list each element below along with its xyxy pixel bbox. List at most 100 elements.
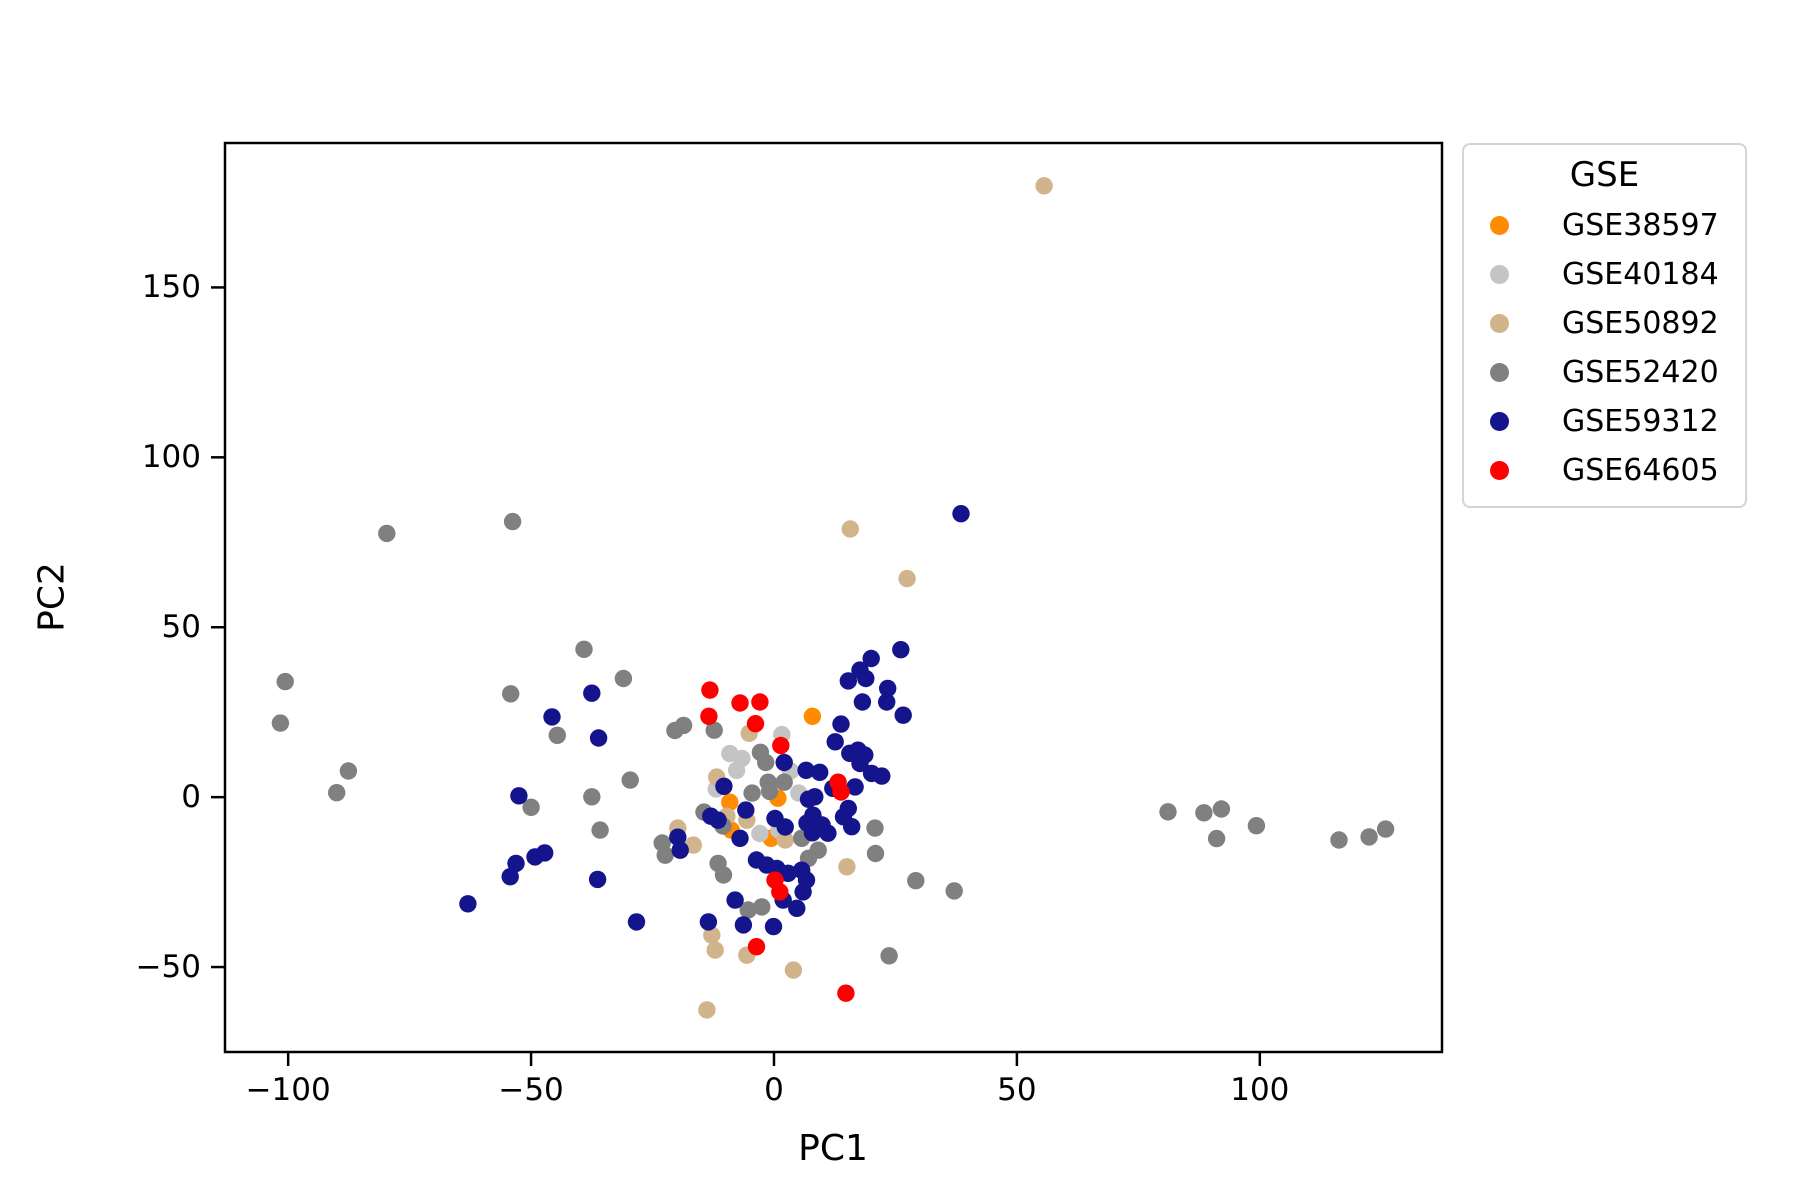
legend-marker-icon [1490, 216, 1509, 235]
scatter-point-GSE50892 [776, 831, 794, 849]
scatter-point-GSE50892 [706, 941, 724, 959]
scatter-point-GSE59312 [811, 763, 829, 781]
scatter-point-GSE59312 [459, 895, 477, 913]
scatter-point-GSE64605 [832, 783, 850, 801]
scatter-point-GSE59312 [832, 715, 850, 733]
scatter-point-GSE59312 [839, 672, 857, 690]
scatter-point-GSE52420 [1330, 831, 1348, 849]
legend-label: GSE40184 [1562, 257, 1719, 292]
scatter-point-GSE64605 [700, 707, 718, 725]
legend-entry-GSE38597: GSE38597 [1464, 201, 1745, 250]
scatter-point-GSE59312 [952, 505, 970, 523]
scatter-point-GSE52420 [1207, 829, 1226, 848]
x-tick-label: 50 [997, 1072, 1037, 1108]
scatter-point-GSE52420 [328, 784, 346, 802]
scatter-point-GSE52420 [739, 901, 757, 919]
scatter-point-GSE59312 [507, 854, 525, 873]
legend-label: GSE50892 [1562, 306, 1719, 341]
y-tick-label: 50 [161, 609, 201, 646]
scatter-point-GSE50892 [784, 961, 803, 979]
scatter-point-GSE59312 [764, 917, 783, 936]
legend: GSE GSE38597 GSE40184 GSE50892 GSE52420 GSE5… [1462, 143, 1747, 508]
y-tick-label: −50 [135, 949, 201, 986]
scatter-point-GSE52420 [339, 762, 358, 780]
scatter-point-GSE52420 [583, 788, 601, 806]
y-axis-label: PC2 [31, 562, 73, 632]
scatter-point-GSE59312 [779, 864, 797, 882]
scatter-point-GSE52420 [1247, 817, 1266, 835]
scatter-point-GSE59312 [853, 693, 872, 711]
scatter-point-GSE64605 [701, 681, 719, 699]
scatter-point-GSE52420 [760, 782, 779, 801]
scatter-point-GSE59312 [726, 891, 744, 909]
legend-label: GSE64605 [1562, 453, 1719, 488]
scatter-point-GSE64605 [731, 694, 749, 712]
legend-entry-GSE64605: GSE64605 [1464, 446, 1745, 495]
scatter-point-GSE59312 [731, 829, 749, 847]
legend-entries: GSE38597 GSE40184 GSE50892 GSE52420 GSE59312… [1464, 201, 1745, 495]
y-tick-label: 150 [141, 269, 201, 306]
legend-entry-GSE59312: GSE59312 [1464, 397, 1745, 446]
scatter-point-GSE59312 [588, 870, 607, 889]
x-axis-label: PC1 [798, 1128, 868, 1169]
scatter-point-GSE52420 [880, 947, 898, 965]
scatter-point-GSE40184 [727, 761, 746, 779]
scatter-point-GSE59312 [892, 641, 910, 659]
y-tick-label: 100 [141, 439, 201, 476]
scatter-point-GSE52420 [866, 844, 885, 863]
scatter-point-GSE59312 [843, 818, 861, 836]
scatter-point-GSE64605 [751, 693, 769, 711]
scatter-point-GSE52420 [1376, 820, 1395, 838]
scatter-point-GSE59312 [526, 848, 544, 866]
scatter-point-GSE59312 [734, 916, 753, 934]
legend-entry-GSE52420: GSE52420 [1464, 348, 1745, 397]
scatter-point-GSE50892 [838, 858, 856, 876]
scatter-point-GSE52420 [276, 672, 294, 691]
scatter-point-GSE64605 [772, 736, 790, 755]
scatter-point-GSE52420 [522, 798, 540, 816]
axes-frame [223, 141, 1444, 1054]
scatter-point-GSE50892 [698, 1001, 716, 1019]
scatter-point-GSE52420 [271, 714, 290, 732]
scatter-point-GSE59312 [715, 777, 733, 795]
legend-marker-icon [1490, 363, 1509, 382]
scatter-point-GSE52420 [775, 773, 793, 791]
scatter-point-GSE52420 [378, 524, 396, 543]
scatter-point-GSE59312 [501, 868, 519, 886]
scatter-point-GSE59312 [797, 761, 815, 779]
scatter-point-GSE52420 [1212, 800, 1231, 818]
scatter-point-GSE50892 [684, 836, 702, 854]
legend-marker-icon [1490, 412, 1509, 431]
scatter-point-GSE52420 [621, 771, 639, 789]
legend-marker-icon [1490, 265, 1509, 284]
scatter-point-GSE52420 [1360, 828, 1378, 846]
scatter-point-GSE64605 [771, 883, 789, 901]
x-tick-label: −100 [245, 1072, 331, 1108]
scatter-point-GSE59312 [669, 828, 687, 846]
legend-entry-GSE50892: GSE50892 [1464, 299, 1745, 348]
scatter-point-GSE59312 [737, 801, 755, 819]
scatter-point-GSE64605 [746, 715, 765, 733]
scatter-point-GSE38597 [803, 707, 822, 725]
legend-title: GSE [1569, 155, 1640, 195]
scatter-point-GSE52420 [945, 882, 963, 900]
scatter-point-GSE59312 [862, 764, 881, 783]
points-layer [271, 177, 1395, 1019]
scatter-point-GSE59312 [878, 693, 896, 711]
legend-label: GSE52420 [1562, 355, 1719, 390]
scatter-point-GSE52420 [714, 866, 733, 884]
scatter-point-GSE59312 [510, 787, 528, 805]
scatter-point-GSE40184 [751, 824, 769, 843]
y-tick-label: 0 [181, 779, 201, 816]
scatter-point-GSE59312 [879, 679, 897, 698]
scatter-point-GSE59312 [894, 706, 912, 724]
scatter-point-GSE52420 [614, 669, 633, 688]
scatter-point-GSE59312 [627, 913, 646, 931]
scatter-point-GSE59312 [826, 733, 844, 751]
scatter-point-GSE52420 [1159, 803, 1177, 821]
scatter-point-GSE59312 [851, 754, 869, 773]
scatter-point-GSE52420 [502, 685, 520, 703]
scatter-point-GSE59312 [788, 899, 806, 917]
scatter-point-GSE52420 [674, 716, 693, 735]
scatter-point-GSE59312 [583, 684, 601, 702]
